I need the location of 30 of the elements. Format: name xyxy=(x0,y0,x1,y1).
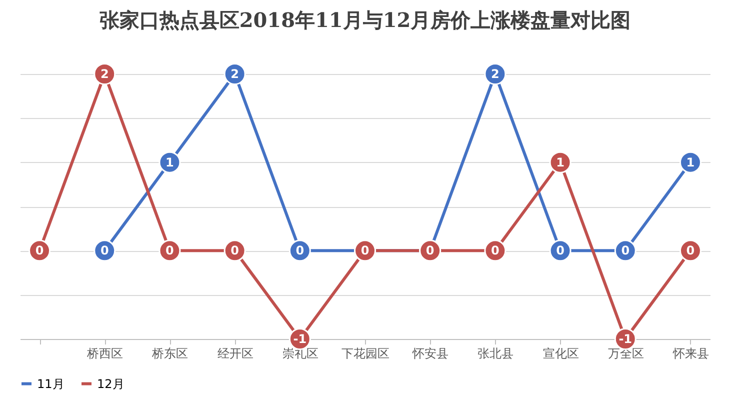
data-label: 1 xyxy=(166,155,174,170)
legend-label: 12月 xyxy=(97,376,124,391)
data-label: 0 xyxy=(621,244,630,258)
data-label: -1 xyxy=(293,332,307,346)
data-label: 0 xyxy=(491,244,500,258)
chart-title: 张家口热点县区2018年11月与12月房价上涨楼盘量对比图 xyxy=(99,8,631,32)
data-label: 0 xyxy=(35,244,44,258)
x-tick-label: 宣化区 xyxy=(542,346,579,360)
x-tick-label: 怀安县 xyxy=(412,346,449,360)
data-label: -1 xyxy=(618,332,632,346)
data-label: 1 xyxy=(556,155,564,170)
data-label: 2 xyxy=(491,67,500,81)
data-label: 0 xyxy=(166,244,174,258)
data-label: 0 xyxy=(230,244,239,258)
x-tick-label: 桥东区 xyxy=(151,346,188,360)
data-label: 0 xyxy=(426,244,434,258)
data-label: 0 xyxy=(296,244,304,258)
x-tick-label: 经开区 xyxy=(217,346,254,360)
x-tick-label: 张北县 xyxy=(478,346,514,360)
x-tick-label: 桥西区 xyxy=(86,346,124,360)
data-label: 2 xyxy=(100,67,109,81)
data-label: 0 xyxy=(100,244,109,258)
legend-label: 11月 xyxy=(37,376,64,391)
data-label: 0 xyxy=(360,244,370,258)
data-label: 1 xyxy=(686,155,695,170)
x-tick-label: 怀来县 xyxy=(672,346,709,360)
data-label: 2 xyxy=(230,67,239,81)
data-label: 0 xyxy=(556,244,564,258)
x-tick-label: 下花园区 xyxy=(342,346,390,360)
data-label: 0 xyxy=(686,244,695,258)
